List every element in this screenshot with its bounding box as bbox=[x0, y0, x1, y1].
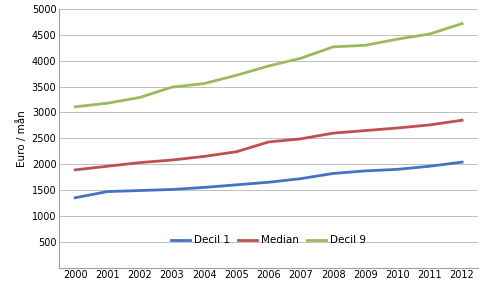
Median bbox=[298, 137, 304, 141]
Legend: Decil 1, Median, Decil 9: Decil 1, Median, Decil 9 bbox=[167, 231, 371, 249]
Median bbox=[266, 140, 272, 144]
Decil 1 bbox=[362, 169, 368, 173]
Median bbox=[169, 158, 175, 162]
Decil 1 bbox=[137, 189, 142, 192]
Decil 9 bbox=[72, 105, 78, 109]
Median bbox=[362, 129, 368, 133]
Line: Decil 9: Decil 9 bbox=[75, 24, 462, 107]
Median bbox=[201, 155, 207, 158]
Decil 9 bbox=[137, 96, 142, 99]
Decil 9 bbox=[362, 43, 368, 47]
Decil 1 bbox=[201, 185, 207, 189]
Line: Median: Median bbox=[75, 120, 462, 170]
Decil 1 bbox=[298, 177, 304, 181]
Median bbox=[137, 161, 142, 164]
Decil 1 bbox=[459, 160, 465, 164]
Median bbox=[105, 164, 110, 168]
Decil 9 bbox=[395, 37, 401, 41]
Decil 1 bbox=[330, 172, 336, 175]
Decil 9 bbox=[266, 64, 272, 68]
Decil 9 bbox=[298, 57, 304, 60]
Median bbox=[395, 126, 401, 130]
Decil 1 bbox=[395, 168, 401, 171]
Decil 9 bbox=[427, 32, 433, 36]
Decil 1 bbox=[105, 190, 110, 193]
Decil 9 bbox=[105, 101, 110, 105]
Decil 1 bbox=[72, 196, 78, 200]
Y-axis label: Euro / mån: Euro / mån bbox=[17, 110, 28, 167]
Decil 9 bbox=[201, 82, 207, 85]
Decil 9 bbox=[234, 74, 240, 77]
Decil 1 bbox=[266, 181, 272, 184]
Median bbox=[72, 168, 78, 172]
Line: Decil 1: Decil 1 bbox=[75, 162, 462, 198]
Median bbox=[234, 150, 240, 154]
Decil 9 bbox=[169, 85, 175, 89]
Decil 9 bbox=[330, 45, 336, 49]
Median bbox=[459, 119, 465, 122]
Decil 9 bbox=[459, 22, 465, 26]
Decil 1 bbox=[234, 183, 240, 187]
Decil 1 bbox=[169, 188, 175, 191]
Median bbox=[330, 131, 336, 135]
Median bbox=[427, 123, 433, 127]
Decil 1 bbox=[427, 164, 433, 168]
